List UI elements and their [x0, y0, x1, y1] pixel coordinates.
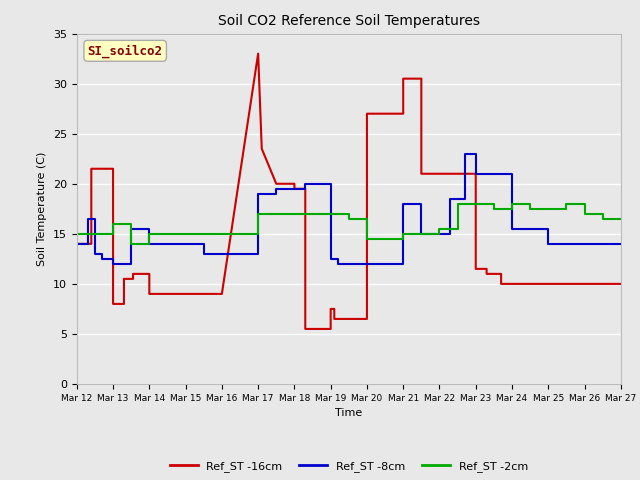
- Text: SI_soilco2: SI_soilco2: [88, 44, 163, 58]
- Y-axis label: Soil Temperature (C): Soil Temperature (C): [37, 152, 47, 266]
- X-axis label: Time: Time: [335, 408, 362, 418]
- Legend: Ref_ST -16cm, Ref_ST -8cm, Ref_ST -2cm: Ref_ST -16cm, Ref_ST -8cm, Ref_ST -2cm: [165, 457, 532, 477]
- Title: Soil CO2 Reference Soil Temperatures: Soil CO2 Reference Soil Temperatures: [218, 14, 480, 28]
